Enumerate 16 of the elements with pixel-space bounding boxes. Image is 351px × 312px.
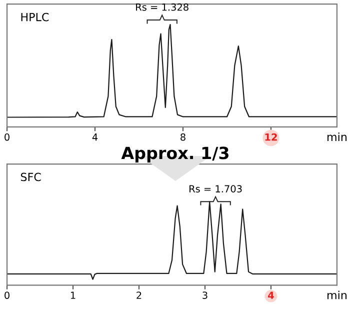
chart-title: SFC [20, 172, 41, 182]
x-tick-label: 0 [4, 292, 10, 299]
text: Rs = 1.703 [190, 185, 242, 192]
x-tick-label: 8 [180, 133, 186, 141]
x-tick-label: 12 [265, 133, 277, 141]
chart-title: HPLC [21, 12, 49, 22]
x-tick-label: 4 [268, 292, 274, 299]
x-tick-label: 0 [4, 133, 10, 141]
x-tick-label: 3 [202, 292, 208, 299]
x-tick-label: 4 [92, 134, 98, 141]
text: Rs = 1.328 [136, 3, 188, 11]
x-tick-label: 2 [136, 292, 142, 299]
x-tick-label: 1 [70, 292, 76, 299]
text: Approx. 1/3 [121, 146, 228, 163]
x-axis-title: min [327, 290, 346, 300]
x-axis-title: min [327, 132, 346, 141]
